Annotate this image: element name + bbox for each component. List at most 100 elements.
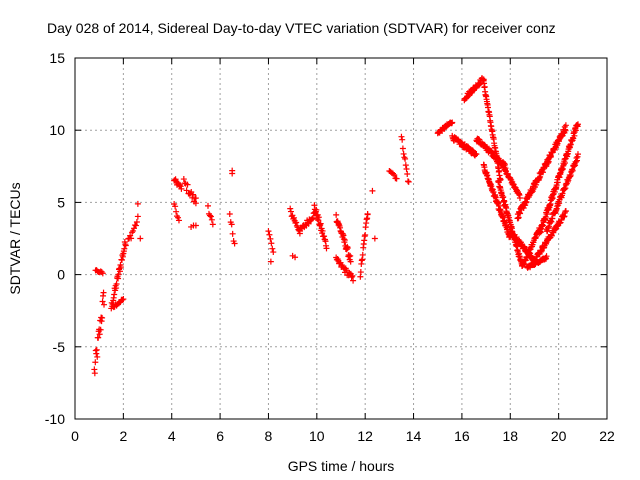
data-point bbox=[192, 200, 199, 207]
data-point bbox=[404, 170, 411, 177]
data-point bbox=[449, 119, 456, 126]
y-tick-label: 0 bbox=[57, 267, 65, 283]
data-point bbox=[96, 331, 103, 338]
data-point bbox=[99, 314, 106, 321]
data-point bbox=[111, 291, 118, 298]
data-point bbox=[305, 220, 312, 227]
data-point bbox=[543, 253, 550, 260]
data-point bbox=[359, 251, 366, 258]
y-tick-label: -10 bbox=[45, 411, 65, 427]
data-point bbox=[570, 135, 577, 142]
data-point bbox=[562, 127, 569, 134]
data-point bbox=[544, 211, 551, 218]
data-point bbox=[400, 150, 407, 157]
data-point bbox=[190, 191, 197, 198]
data-point bbox=[267, 235, 274, 242]
x-tick-label: 2 bbox=[119, 428, 127, 444]
data-point bbox=[117, 264, 124, 271]
data-point bbox=[347, 252, 354, 259]
x-tick-label: 0 bbox=[71, 428, 79, 444]
x-tick-label: 18 bbox=[502, 428, 518, 444]
data-point bbox=[265, 228, 272, 235]
data-point bbox=[192, 222, 199, 229]
data-point bbox=[172, 203, 179, 210]
data-point bbox=[362, 231, 369, 238]
data-point bbox=[176, 181, 183, 188]
data-point bbox=[183, 187, 190, 194]
data-point bbox=[116, 268, 123, 275]
data-point bbox=[101, 301, 108, 308]
data-point bbox=[315, 214, 322, 221]
data-point bbox=[208, 216, 215, 223]
x-tick-label: 14 bbox=[406, 428, 422, 444]
data-point bbox=[128, 235, 135, 242]
data-point bbox=[228, 221, 235, 228]
data-point bbox=[562, 122, 569, 129]
data-point bbox=[229, 230, 236, 237]
data-point bbox=[134, 200, 141, 207]
data-point bbox=[398, 133, 405, 140]
data-point bbox=[289, 252, 296, 259]
data-point bbox=[192, 195, 199, 202]
x-tick-label: 22 bbox=[599, 428, 615, 444]
data-point bbox=[229, 170, 236, 177]
data-point bbox=[91, 370, 98, 377]
data-points bbox=[91, 75, 581, 377]
data-point bbox=[119, 296, 126, 303]
data-point bbox=[134, 213, 141, 220]
data-point bbox=[473, 151, 480, 158]
data-point bbox=[402, 155, 409, 162]
data-point bbox=[309, 214, 316, 221]
data-point bbox=[313, 206, 320, 213]
plot-frame bbox=[74, 57, 608, 420]
data-point bbox=[389, 170, 396, 177]
data-point bbox=[266, 231, 273, 238]
data-point bbox=[100, 289, 107, 296]
data-point bbox=[364, 210, 371, 217]
data-point bbox=[173, 208, 180, 215]
data-point bbox=[93, 346, 100, 353]
data-point bbox=[268, 240, 275, 247]
data-point bbox=[122, 242, 129, 249]
data-point bbox=[348, 274, 355, 281]
data-point bbox=[113, 281, 120, 288]
data-point bbox=[270, 249, 277, 256]
data-point bbox=[175, 214, 182, 221]
data-point bbox=[371, 235, 378, 242]
data-point bbox=[92, 359, 99, 366]
data-point bbox=[267, 258, 274, 265]
data-point bbox=[500, 194, 507, 201]
data-point bbox=[399, 145, 406, 152]
x-tick-label: 20 bbox=[551, 428, 567, 444]
data-point bbox=[574, 121, 581, 128]
grid-lines bbox=[75, 58, 607, 419]
data-point bbox=[287, 205, 294, 212]
data-point bbox=[121, 245, 128, 252]
y-tick-label: 5 bbox=[57, 194, 65, 210]
data-point bbox=[231, 240, 238, 247]
data-point bbox=[95, 334, 102, 341]
chart-title: Day 028 of 2014, Sidereal Day-to-day VTE… bbox=[47, 20, 556, 36]
data-point bbox=[357, 269, 364, 276]
data-point bbox=[405, 178, 412, 185]
data-point bbox=[574, 151, 581, 158]
data-point bbox=[180, 176, 187, 183]
data-point bbox=[175, 217, 182, 224]
data-point bbox=[206, 212, 213, 219]
data-point bbox=[99, 270, 106, 277]
data-point bbox=[344, 245, 351, 252]
data-point bbox=[562, 208, 569, 215]
x-axis-label: GPS time / hours bbox=[288, 458, 395, 474]
data-point bbox=[137, 235, 144, 242]
data-point bbox=[404, 178, 411, 185]
data-point bbox=[226, 210, 233, 217]
data-point bbox=[341, 237, 348, 244]
data-point bbox=[269, 245, 276, 252]
data-point bbox=[94, 353, 101, 360]
x-tick-label: 16 bbox=[454, 428, 470, 444]
data-point bbox=[309, 215, 316, 222]
x-tick-label: 6 bbox=[216, 428, 224, 444]
data-point bbox=[97, 326, 104, 333]
x-tick-label: 10 bbox=[309, 428, 325, 444]
